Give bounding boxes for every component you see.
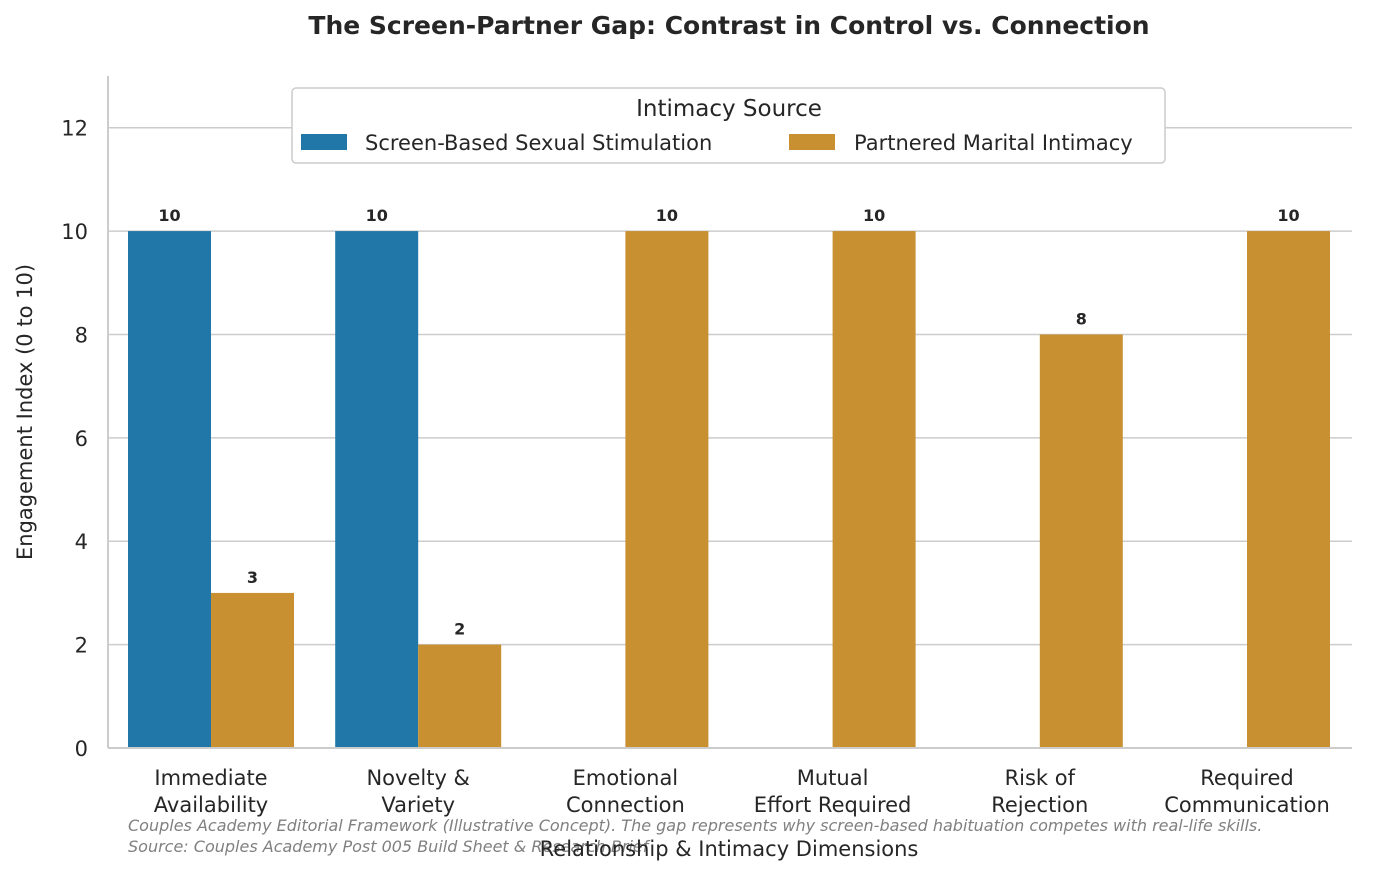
legend-swatch-partnered — [789, 134, 835, 150]
x-tick-4-line-0: Risk of — [1005, 766, 1076, 790]
x-tick-2-line-0: Emotional — [573, 766, 679, 790]
y-tick-10: 10 — [61, 220, 88, 244]
bar-series1-cat3 — [832, 231, 916, 749]
x-tick-2-line-1: Connection — [566, 793, 685, 817]
legend-label-partnered: Partnered Marital Intimacy — [854, 131, 1133, 155]
x-tick-0-line-1: Availability — [154, 793, 268, 817]
x-tick-1-line-1: Variety — [381, 793, 455, 817]
axes — [107, 76, 1352, 749]
x-tick-4-line-1: Rejection — [991, 793, 1088, 817]
bar-series1-cat5 — [1247, 231, 1330, 749]
bar-label-series1-cat1: 2 — [454, 620, 465, 639]
y-tick-labels: 0 2 4 6 8 10 12 — [61, 117, 88, 761]
y-axis-label: Engagement Index (0 to 10) — [13, 264, 37, 560]
bar-series1-cat4 — [1039, 334, 1123, 748]
bar-label-series1-cat3: 10 — [863, 206, 885, 225]
bars — [128, 231, 1330, 749]
x-tick-5-line-1: Communication — [1164, 793, 1330, 817]
bar-series1-cat2 — [625, 231, 709, 749]
footnote-line-2: Source: Couples Academy Post 005 Build S… — [128, 837, 651, 856]
legend: Intimacy Source Screen-Based Sexual Stim… — [291, 87, 1166, 164]
bar-series1-cat0 — [211, 592, 294, 748]
bar-label-series0-cat1: 10 — [366, 206, 388, 225]
bar-labels: 10 3 10 2 10 10 8 10 — [158, 206, 1299, 639]
chart-title: The Screen-Partner Gap: Contrast in Cont… — [308, 11, 1149, 40]
x-tick-3-line-1: Effort Required — [754, 793, 912, 817]
x-axis-label: Relationship & Intimacy Dimensions — [540, 837, 919, 861]
bar-label-series1-cat5: 10 — [1277, 206, 1299, 225]
x-tick-labels: Immediate Availability Novelty & Variety Emo… — [154, 766, 1330, 817]
y-tick-6: 6 — [75, 427, 88, 451]
legend-label-screen-based: Screen-Based Sexual Stimulation — [365, 131, 712, 155]
grid-lines — [108, 126, 1352, 646]
bar-label-series1-cat2: 10 — [656, 206, 678, 225]
y-tick-0: 0 — [75, 737, 88, 761]
x-tick-0-line-0: Immediate — [154, 766, 267, 790]
bar-series0-cat1 — [335, 231, 419, 749]
x-tick-3-line-0: Mutual — [797, 766, 869, 790]
bar-label-series1-cat0: 3 — [247, 568, 258, 587]
x-tick-5-line-0: Required — [1200, 766, 1293, 790]
legend-swatch-screen-based — [301, 134, 347, 150]
bar-label-series0-cat0: 10 — [158, 206, 180, 225]
bar-series1-cat1 — [418, 644, 502, 748]
bar-label-series1-cat4: 8 — [1076, 309, 1087, 328]
legend-title: Intimacy Source — [636, 96, 822, 122]
legend-box — [291, 87, 1166, 164]
footnote-line-1: Couples Academy Editorial Framework (Ill… — [128, 816, 1262, 835]
y-tick-2: 2 — [75, 634, 88, 658]
bar-series0-cat0 — [128, 231, 211, 749]
y-tick-4: 4 — [75, 530, 88, 554]
y-tick-12: 12 — [61, 117, 88, 141]
x-tick-1-line-0: Novelty & — [366, 766, 469, 790]
y-tick-8: 8 — [75, 323, 88, 347]
